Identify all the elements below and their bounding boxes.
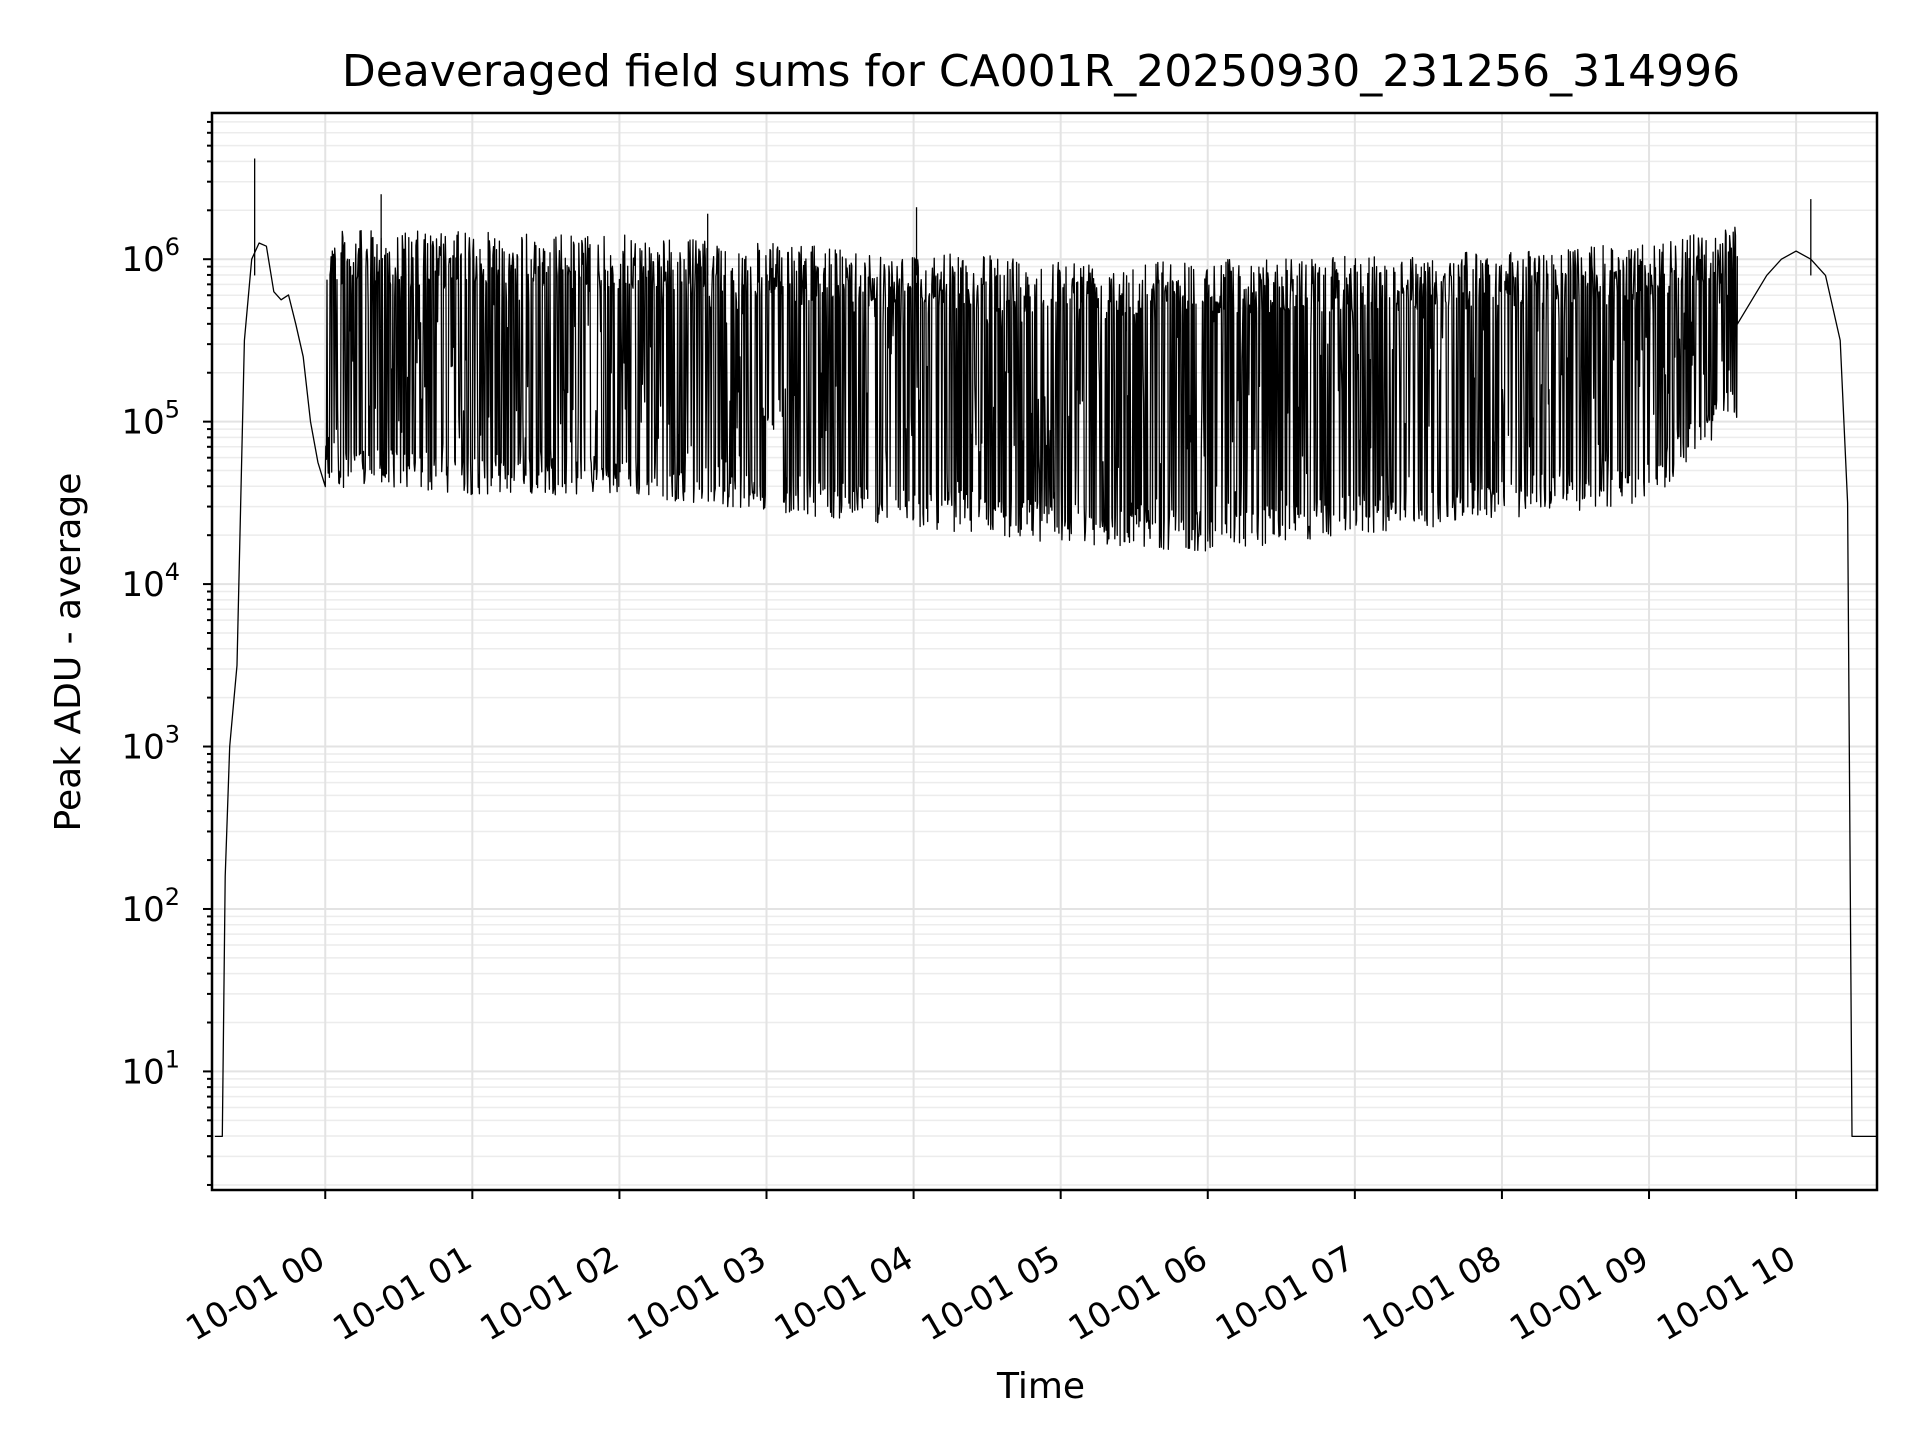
y-axis-label: Peak ADU - average: [48, 473, 89, 832]
x-axis-label: Time: [996, 1366, 1085, 1407]
series-line: [214, 226, 1877, 1138]
y-tick-labels: 101 102 103 104 105 106: [121, 233, 180, 1092]
y-tick-label: 106: [121, 233, 180, 280]
y-tick-label: 104: [121, 558, 180, 605]
y-tick-label: 101: [121, 1045, 180, 1092]
axis-ticks: [203, 120, 1798, 1199]
chart-title: Deaveraged field sums for CA001R_2025093…: [342, 46, 1740, 97]
y-tick-label: 103: [121, 721, 180, 768]
series-layer: [214, 158, 1877, 1138]
plot-area-frame: [210, 111, 1879, 1192]
y-tick-label: 102: [121, 883, 180, 930]
y-tick-label: 105: [121, 396, 180, 443]
